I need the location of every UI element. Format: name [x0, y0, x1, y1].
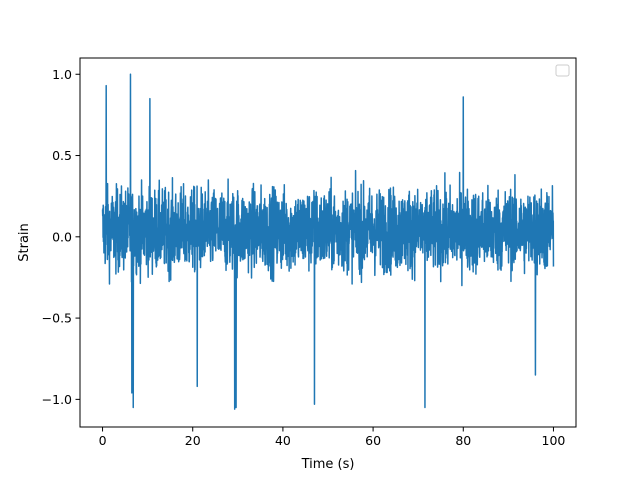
x-tick-label: 0	[99, 433, 107, 448]
y-tick-label: 0.0	[52, 229, 72, 244]
x-tick-label: 20	[185, 433, 201, 448]
x-tick-label: 40	[275, 433, 291, 448]
series-line-strain	[101, 73, 555, 410]
x-axis: 0 20 40 60 80 100	[99, 427, 566, 448]
y-tick-label: 1.0	[52, 67, 72, 82]
x-tick-label: 60	[365, 433, 381, 448]
y-tick-label: −0.5	[42, 311, 72, 326]
y-axis-label: Strain	[17, 223, 32, 262]
y-tick-label: −1.0	[42, 392, 72, 407]
y-axis: −1.0 −0.5 0.0 0.5 1.0	[42, 67, 80, 407]
legend-box	[555, 64, 570, 77]
x-tick-label: 100	[542, 433, 566, 448]
series-layer	[101, 73, 555, 410]
y-tick-label: 0.5	[52, 148, 72, 163]
x-tick-label: 80	[455, 433, 471, 448]
plot-frame	[79, 57, 577, 428]
x-axis-label: Time (s)	[301, 457, 355, 472]
